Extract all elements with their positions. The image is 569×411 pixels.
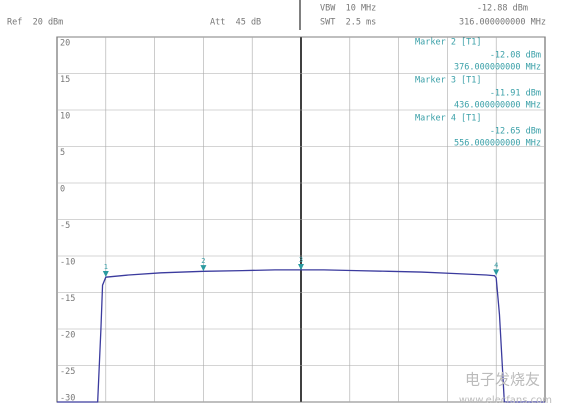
marker-level: -11.91 dBm	[490, 89, 541, 99]
marker1-freq: 316.000000000 MHz	[459, 18, 546, 28]
y-tick-label: 0	[60, 185, 65, 195]
sweep-time: SWT 2.5 ms	[320, 18, 376, 28]
marker-freq: 556.000000000 MHz	[454, 139, 541, 149]
marker-label: 2	[201, 257, 205, 265]
marker-freq: 436.000000000 MHz	[454, 101, 541, 111]
marker-label: 1	[104, 263, 108, 271]
marker	[200, 265, 207, 272]
marker-title: Marker 3 [T1]	[415, 76, 482, 86]
y-tick-label: -15	[60, 294, 75, 304]
marker-freq: 376.000000000 MHz	[454, 63, 541, 73]
y-tick-label: -5	[60, 221, 70, 231]
ref-level: Ref 20 dBm	[7, 18, 63, 28]
marker-label: 3	[299, 256, 303, 264]
marker	[493, 269, 500, 276]
marker-level: -12.08 dBm	[490, 51, 541, 61]
vbw: VBW 10 MHz	[320, 4, 376, 14]
trace	[57, 269, 545, 403]
y-tick-label: 10	[60, 112, 70, 122]
y-tick-label: -30	[60, 394, 75, 404]
y-tick-label: -10	[60, 258, 75, 268]
watermark-cn: 电子发烧友	[465, 371, 540, 389]
attenuation: Att 45 dB	[210, 18, 261, 28]
y-tick-label: 15	[60, 75, 70, 85]
marker-title: Marker 2 [T1]	[415, 38, 482, 48]
y-tick-label: -25	[60, 367, 75, 377]
watermark-url: www.elecfans.com	[459, 395, 552, 406]
y-tick-label: 5	[60, 148, 65, 158]
marker1-level: -12.88 dBm	[477, 4, 528, 14]
marker-title: Marker 4 [T1]	[415, 114, 482, 124]
marker-level: -12.65 dBm	[490, 127, 541, 137]
marker-label: 4	[494, 261, 498, 269]
marker	[102, 271, 109, 278]
marker	[298, 263, 304, 270]
y-tick-label: -20	[60, 331, 75, 341]
y-tick-label: 20	[60, 39, 70, 49]
